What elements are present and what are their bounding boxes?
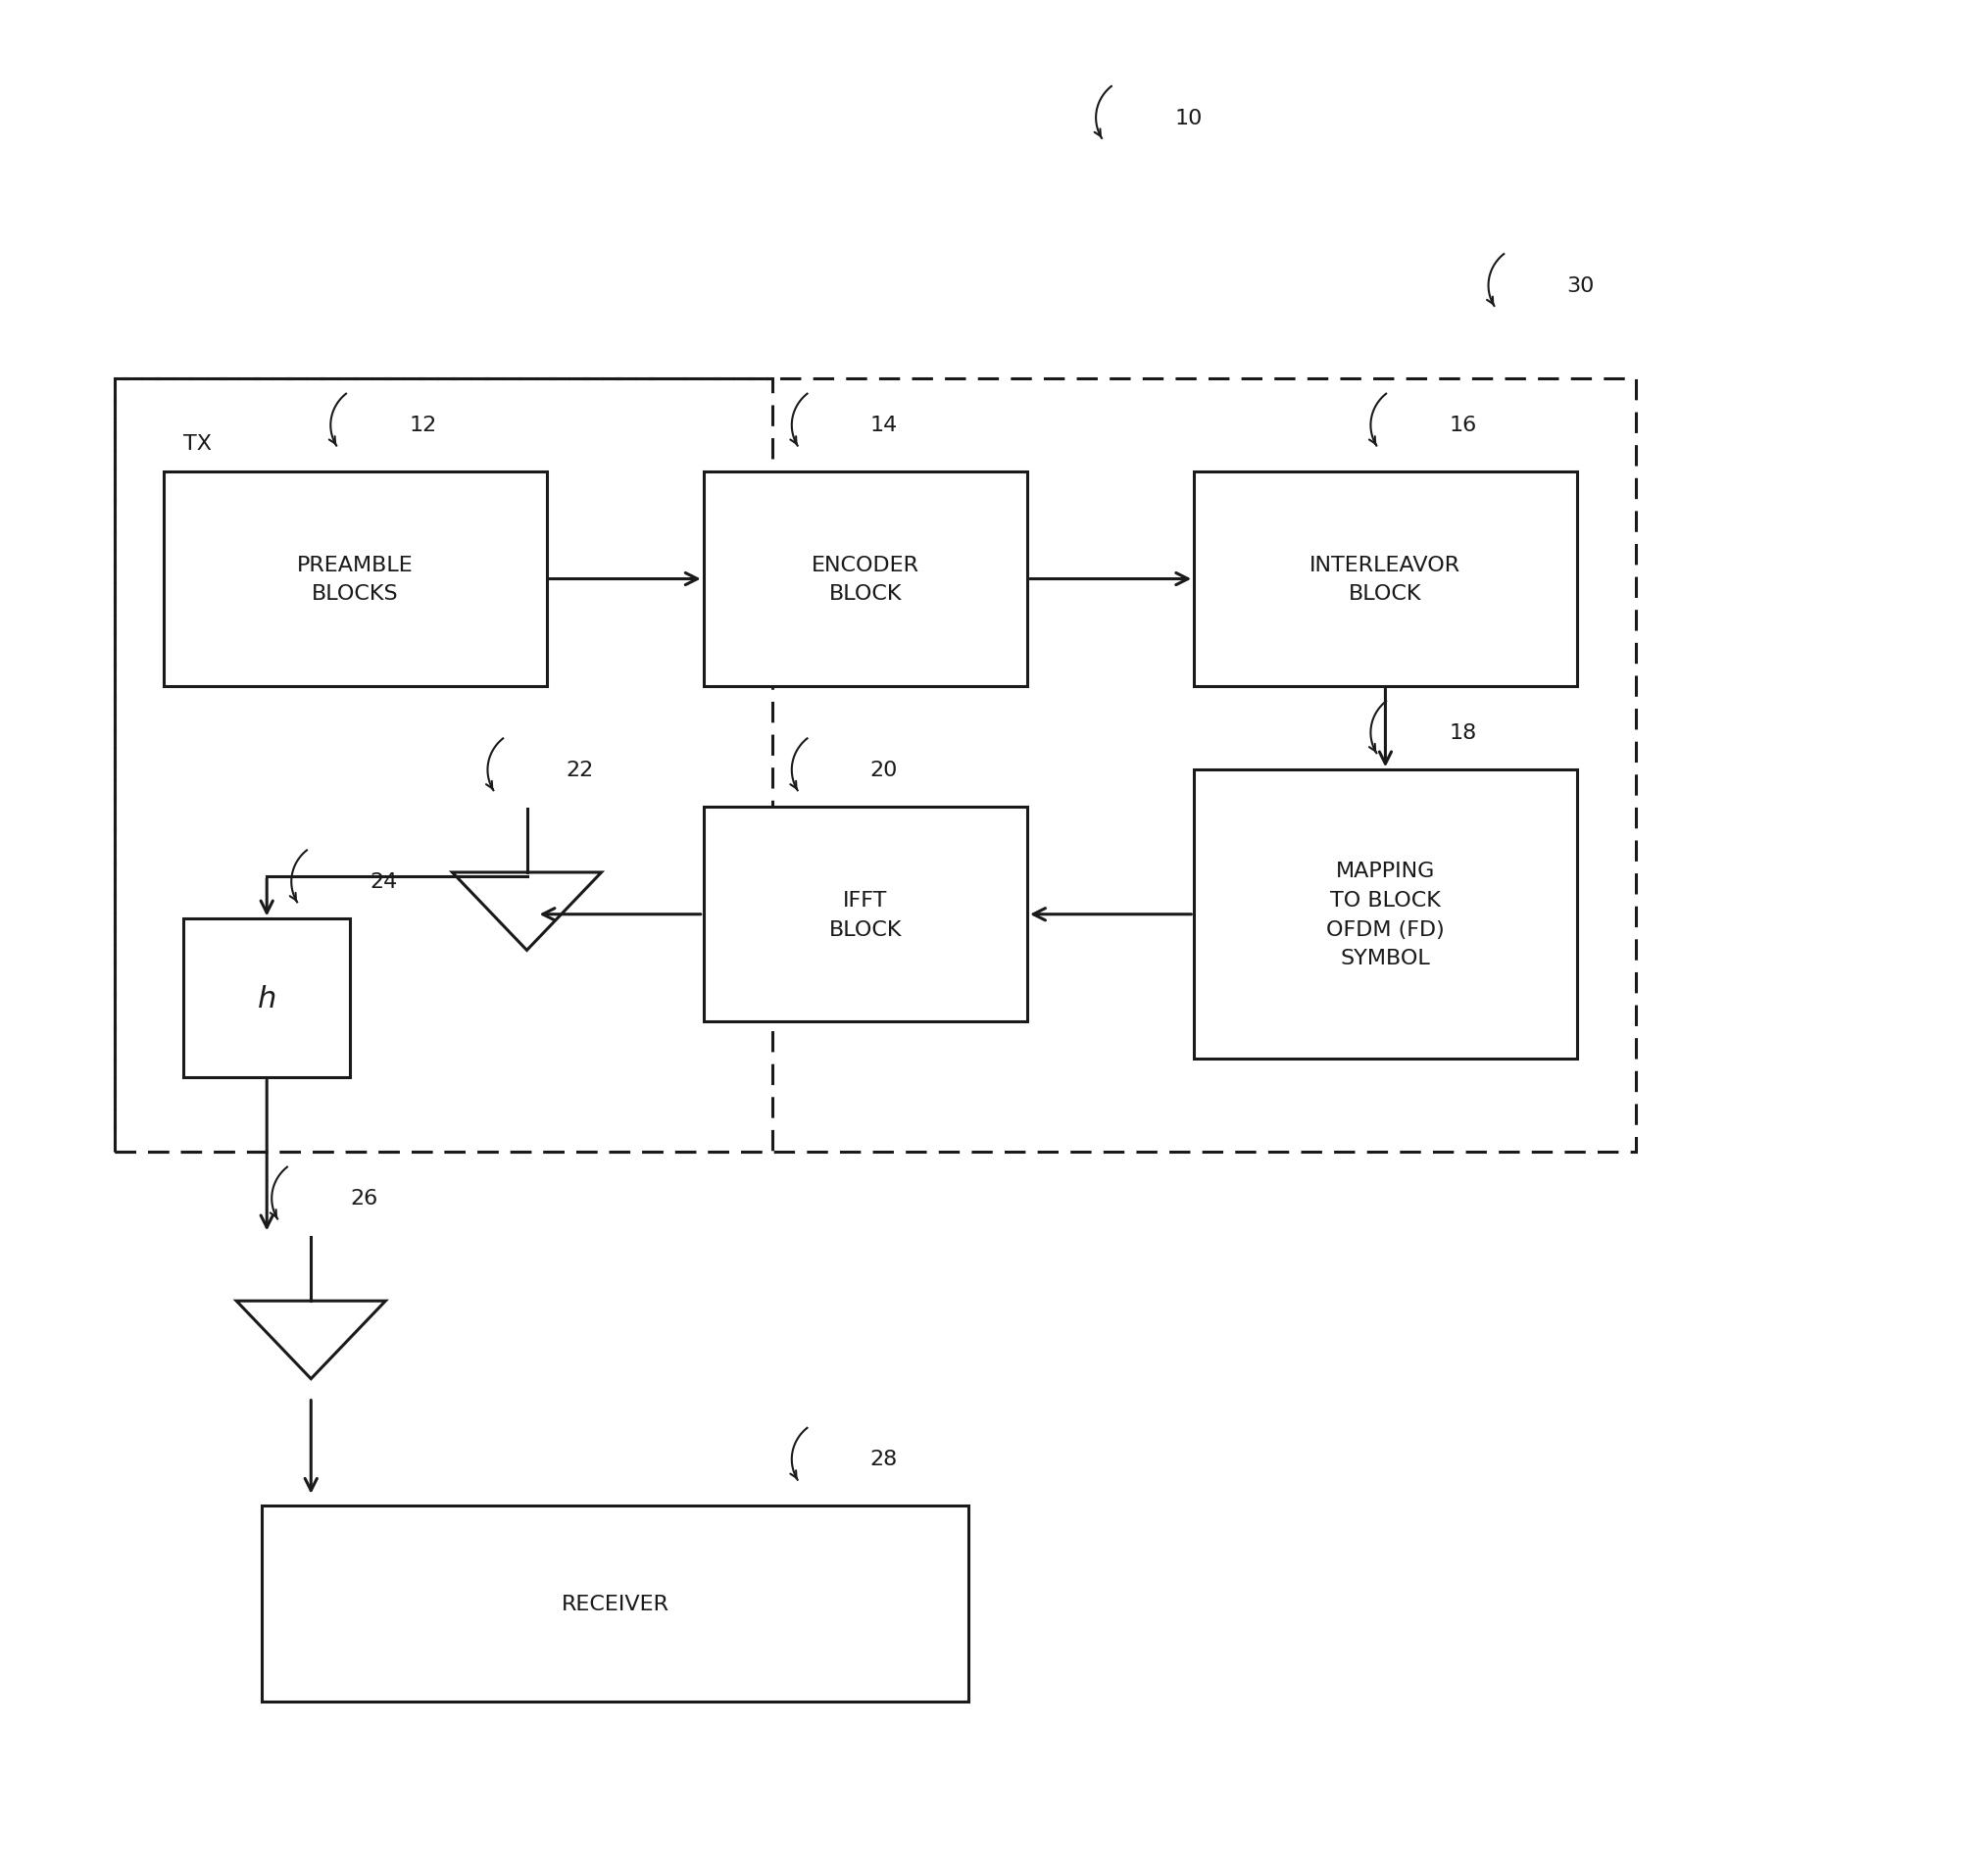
Bar <box>1194 473 1577 687</box>
Text: RECEIVER: RECEIVER <box>561 1595 670 1613</box>
Text: INTERLEAVOR
BLOCK: INTERLEAVOR BLOCK <box>1310 555 1460 604</box>
Text: 28: 28 <box>869 1448 897 1469</box>
Text: 14: 14 <box>869 416 897 435</box>
Text: 22: 22 <box>565 760 593 780</box>
Text: 10: 10 <box>1174 109 1201 128</box>
Text: 30: 30 <box>1567 276 1595 296</box>
Bar <box>263 1506 968 1702</box>
Text: IFFT
BLOCK: IFFT BLOCK <box>828 891 901 940</box>
Bar <box>703 809 1028 1022</box>
Bar <box>164 473 547 687</box>
Bar <box>1194 771 1577 1060</box>
Text: MAPPING
TO BLOCK
OFDM (FD)
SYMBOL: MAPPING TO BLOCK OFDM (FD) SYMBOL <box>1326 861 1444 968</box>
Bar <box>115 379 773 1152</box>
Text: 16: 16 <box>1448 416 1476 435</box>
Text: 18: 18 <box>1448 722 1476 743</box>
Bar <box>115 379 1636 1152</box>
Text: 20: 20 <box>869 760 897 780</box>
Bar <box>184 919 350 1077</box>
Text: 12: 12 <box>409 416 437 435</box>
Text: 24: 24 <box>370 872 397 891</box>
Text: ENCODER
BLOCK: ENCODER BLOCK <box>812 555 919 604</box>
Text: 26: 26 <box>350 1189 377 1208</box>
Text: h: h <box>257 985 277 1013</box>
Text: PREAMBLE
BLOCKS: PREAMBLE BLOCKS <box>296 555 413 604</box>
Bar <box>703 473 1028 687</box>
Text: TX: TX <box>184 433 211 454</box>
